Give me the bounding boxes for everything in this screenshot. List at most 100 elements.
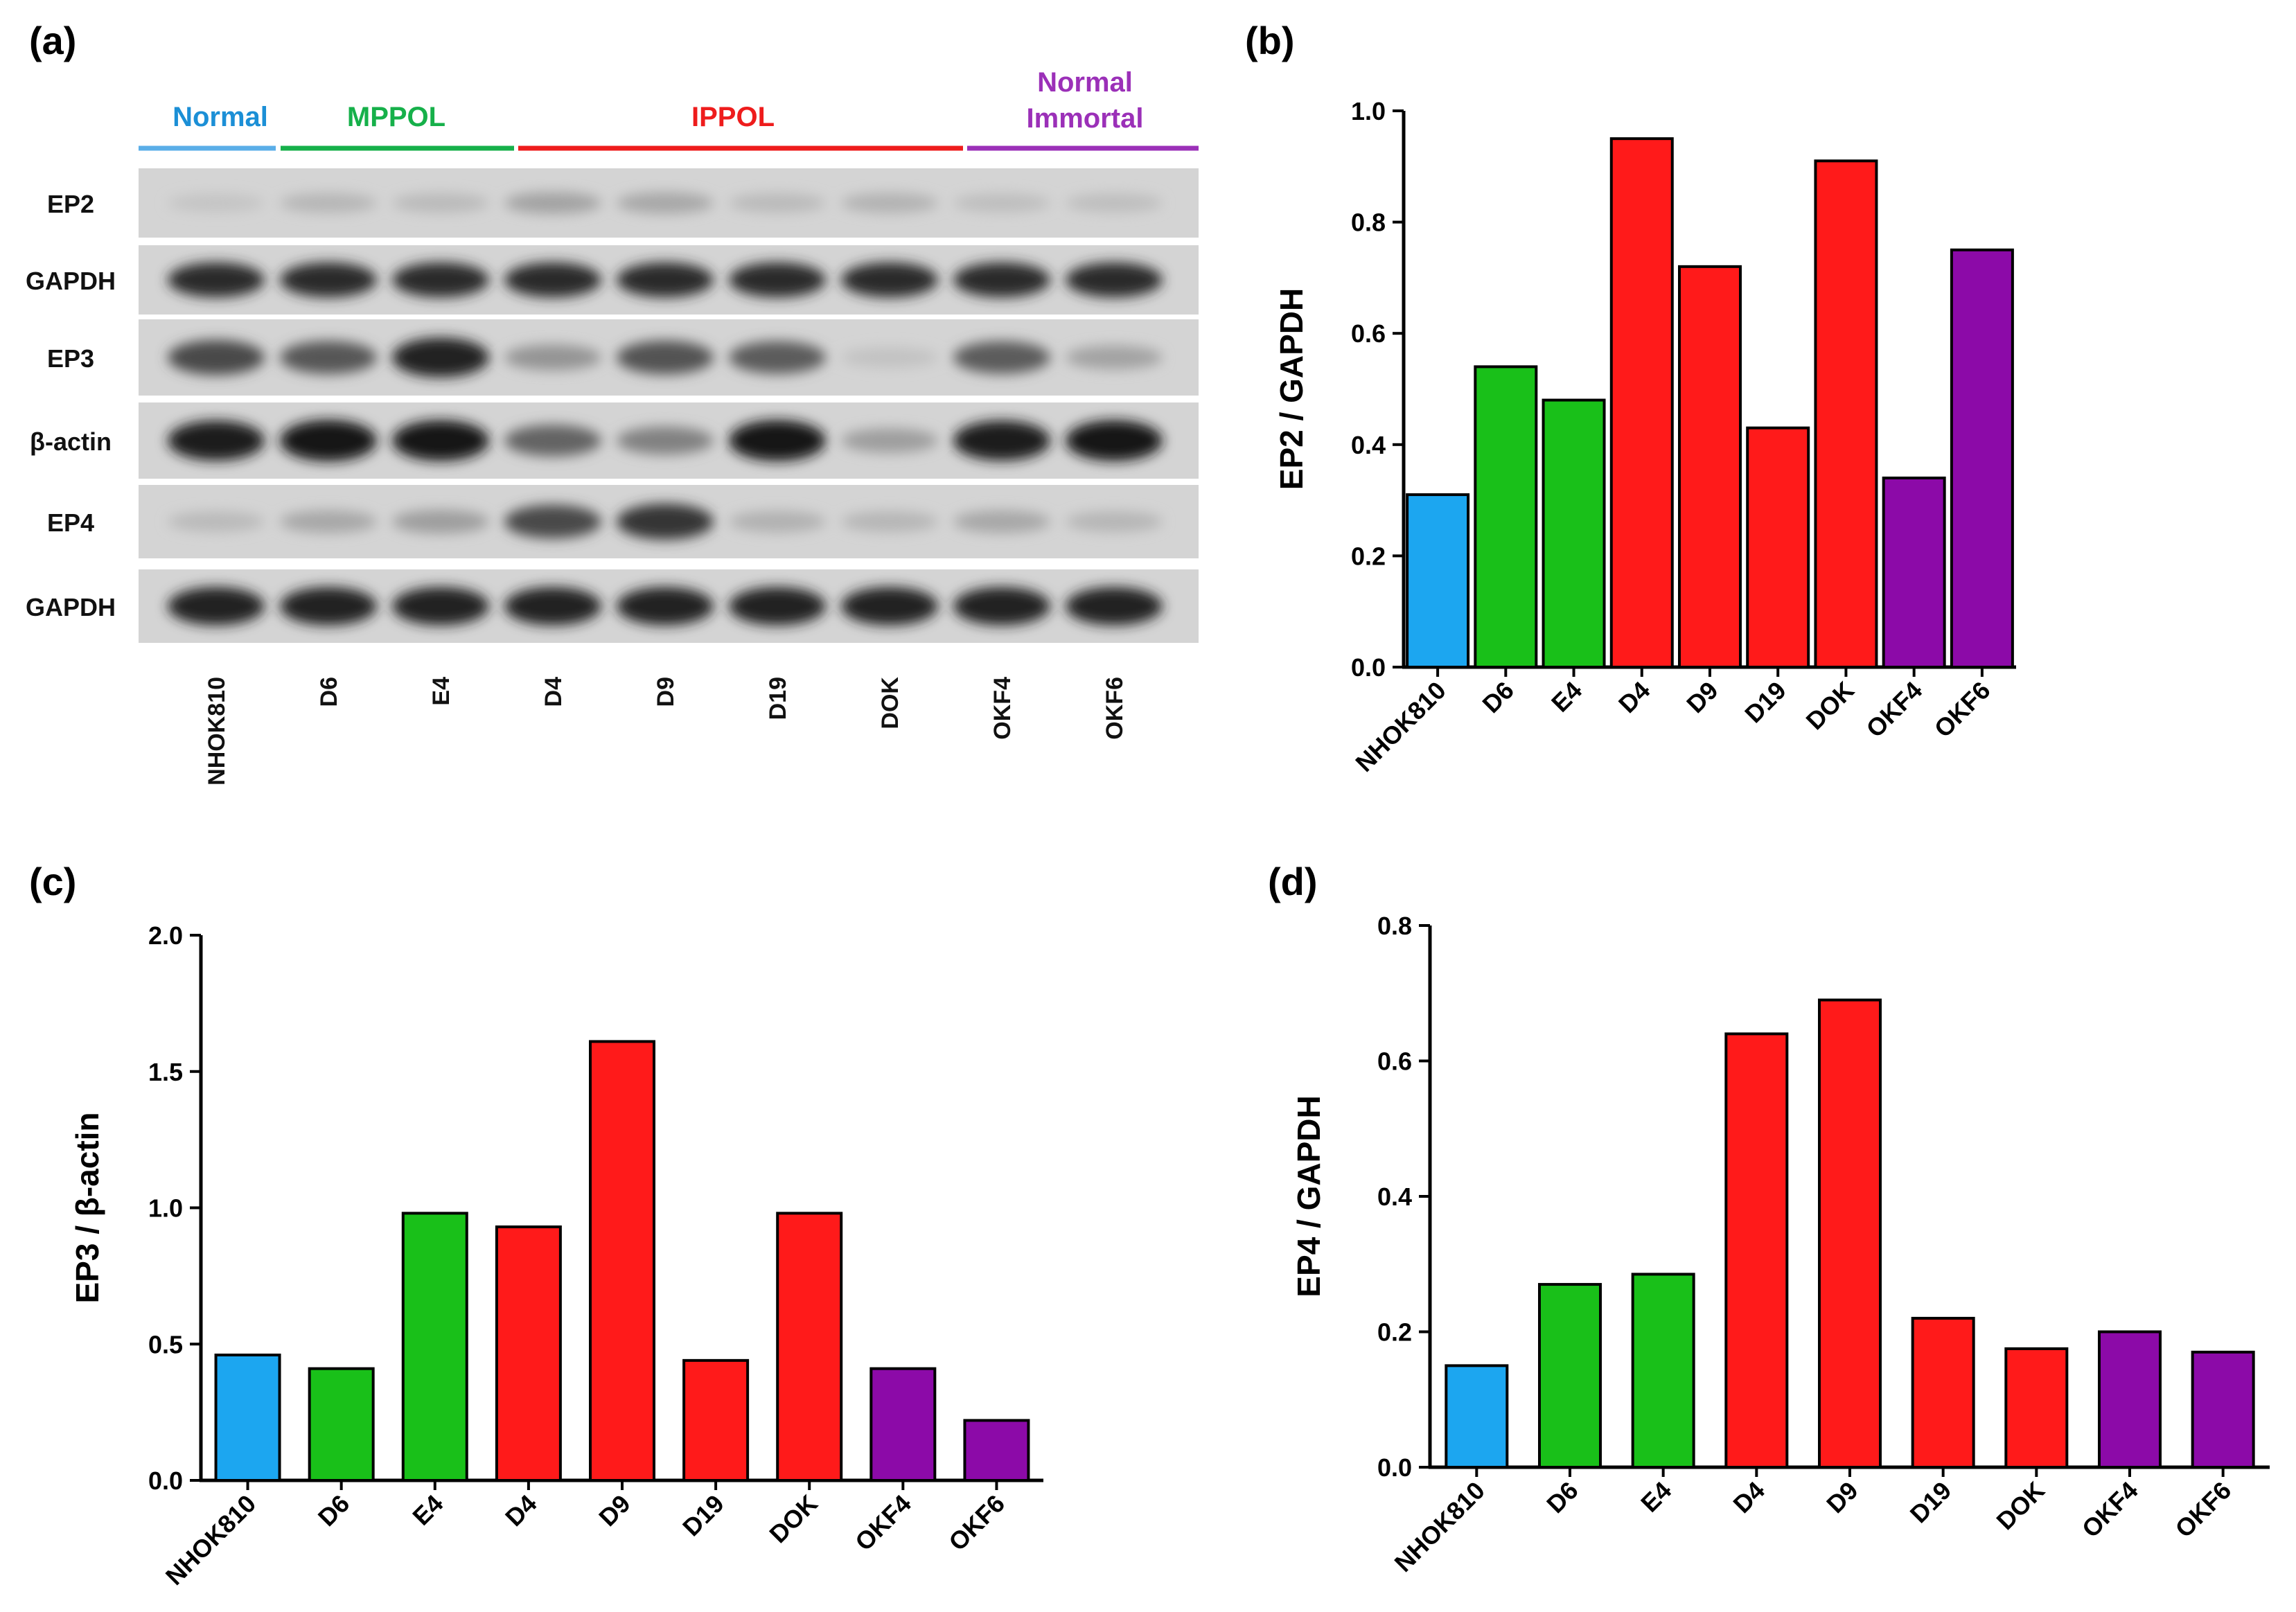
band-0-6 [841,193,938,213]
bar-NHOK810 [214,1353,281,1482]
band-0-4 [617,192,714,214]
panel-label-b: (b) [1245,19,1295,62]
x-tick-label-D4: D4 [1727,1476,1770,1519]
band-1-8 [1066,262,1163,298]
y-tick-label: 0.2 [1377,1318,1412,1347]
x-tick-label-D19: D19 [1905,1476,1957,1529]
band-1-5 [729,262,826,298]
x-tick-label-OKF6: OKF6 [1929,676,1996,743]
blot-row-label-1: GAPDH [26,267,116,295]
band-1-4 [617,262,714,298]
band-3-4 [617,426,714,455]
group-label-3-1: Immortal [1027,103,1144,134]
band-2-4 [617,340,714,375]
x-tick-label-OKF4: OKF4 [849,1489,917,1557]
bar-E4 [1631,1273,1695,1469]
band-3-6 [841,428,938,453]
band-0-0 [168,193,265,213]
band-2-7 [953,341,1050,374]
x-tick-label-D4: D4 [500,1489,542,1532]
group-label-1: MPPOL [347,102,445,132]
lane-label-D19: D19 [765,677,791,720]
y-tick-label: 1.0 [1351,97,1386,125]
bar-OKF6 [2191,1350,2255,1469]
band-2-8 [1066,345,1163,370]
x-tick-label-OKF4: OKF4 [2076,1476,2144,1543]
band-3-0 [168,420,265,461]
lane-label-OKF6: OKF6 [1102,677,1128,740]
band-4-8 [1066,511,1163,533]
band-1-0 [168,262,265,298]
y-tick-label: 0.0 [1377,1453,1412,1482]
x-tick-label-D4: D4 [1613,676,1656,719]
bar-D9 [589,1040,655,1482]
bar-D19 [682,1358,750,1482]
x-tick-label-OKF4: OKF4 [1860,676,1927,743]
y-tick-label: 0.5 [148,1330,183,1358]
band-0-8 [1066,193,1163,213]
lane-label-D6: D6 [316,677,342,707]
band-5-2 [392,587,489,626]
x-tick-label-OKF6: OKF6 [943,1489,1010,1557]
y-tick-label: 0.0 [1351,653,1386,682]
bar-D19 [1746,426,1810,669]
bar-D6 [1538,1283,1602,1469]
band-5-4 [617,587,714,626]
y-tick-label: 0.2 [1351,542,1386,570]
band-4-0 [168,511,265,532]
x-tick-label-D6: D6 [1476,676,1519,719]
y-tick-label: 0.8 [1351,209,1386,237]
x-tick-label-E4: E4 [1635,1476,1677,1518]
band-1-6 [841,262,938,298]
lane-label-D4: D4 [540,677,567,707]
panel-label-d: (d) [1268,860,1318,903]
band-2-1 [280,341,377,374]
bar-NHOK810 [1445,1364,1509,1469]
band-3-8 [1066,420,1163,461]
band-4-6 [841,511,938,533]
bar-OKF4 [869,1367,937,1482]
panel-label-c: (c) [29,860,76,903]
bar-D4 [1609,137,1674,668]
blot-row-label-4: EP4 [47,508,94,537]
band-2-5 [729,341,826,374]
bar-OKF4 [1882,476,1946,668]
band-1-7 [953,262,1050,298]
x-tick-label-D6: D6 [1541,1476,1584,1519]
x-tick-label-D9: D9 [1821,1476,1864,1519]
bar-DOK [1814,159,1878,668]
y-tick-label: 1.5 [148,1058,183,1086]
band-5-8 [1066,587,1163,626]
x-tick-label-DOK: DOK [1801,676,1860,736]
group-label-2: IPPOL [691,102,775,132]
band-4-4 [617,504,714,540]
band-3-2 [392,420,489,461]
lane-label-E4: E4 [428,677,454,706]
band-0-5 [729,193,826,213]
y-axis-label: EP4 / GAPDH [1291,1095,1327,1297]
band-4-3 [504,504,601,539]
y-tick-label: 0.4 [1377,1183,1412,1211]
bar-E4 [401,1212,468,1482]
x-tick-label-E4: E4 [407,1489,448,1531]
bar-OKF4 [2098,1330,2162,1469]
y-tick-label: 0.0 [148,1467,183,1495]
x-tick-label-E4: E4 [1546,676,1587,718]
bar-DOK [2004,1347,2069,1469]
x-tick-label-D19: D19 [1739,676,1792,729]
blot-row-label-2: EP3 [47,344,94,373]
band-3-7 [953,420,1050,461]
band-3-3 [504,425,601,457]
y-tick-label: 1.0 [148,1194,183,1223]
band-2-3 [504,344,601,371]
group-label-3-0: Normal [1037,67,1133,98]
band-5-5 [729,587,826,626]
bar-OKF6 [1950,248,2014,668]
band-2-6 [841,347,938,368]
band-0-1 [280,193,377,213]
band-5-1 [280,587,377,626]
y-tick-label: 0.6 [1377,1047,1412,1076]
bar-D6 [1474,365,1538,668]
band-0-7 [953,193,1050,213]
